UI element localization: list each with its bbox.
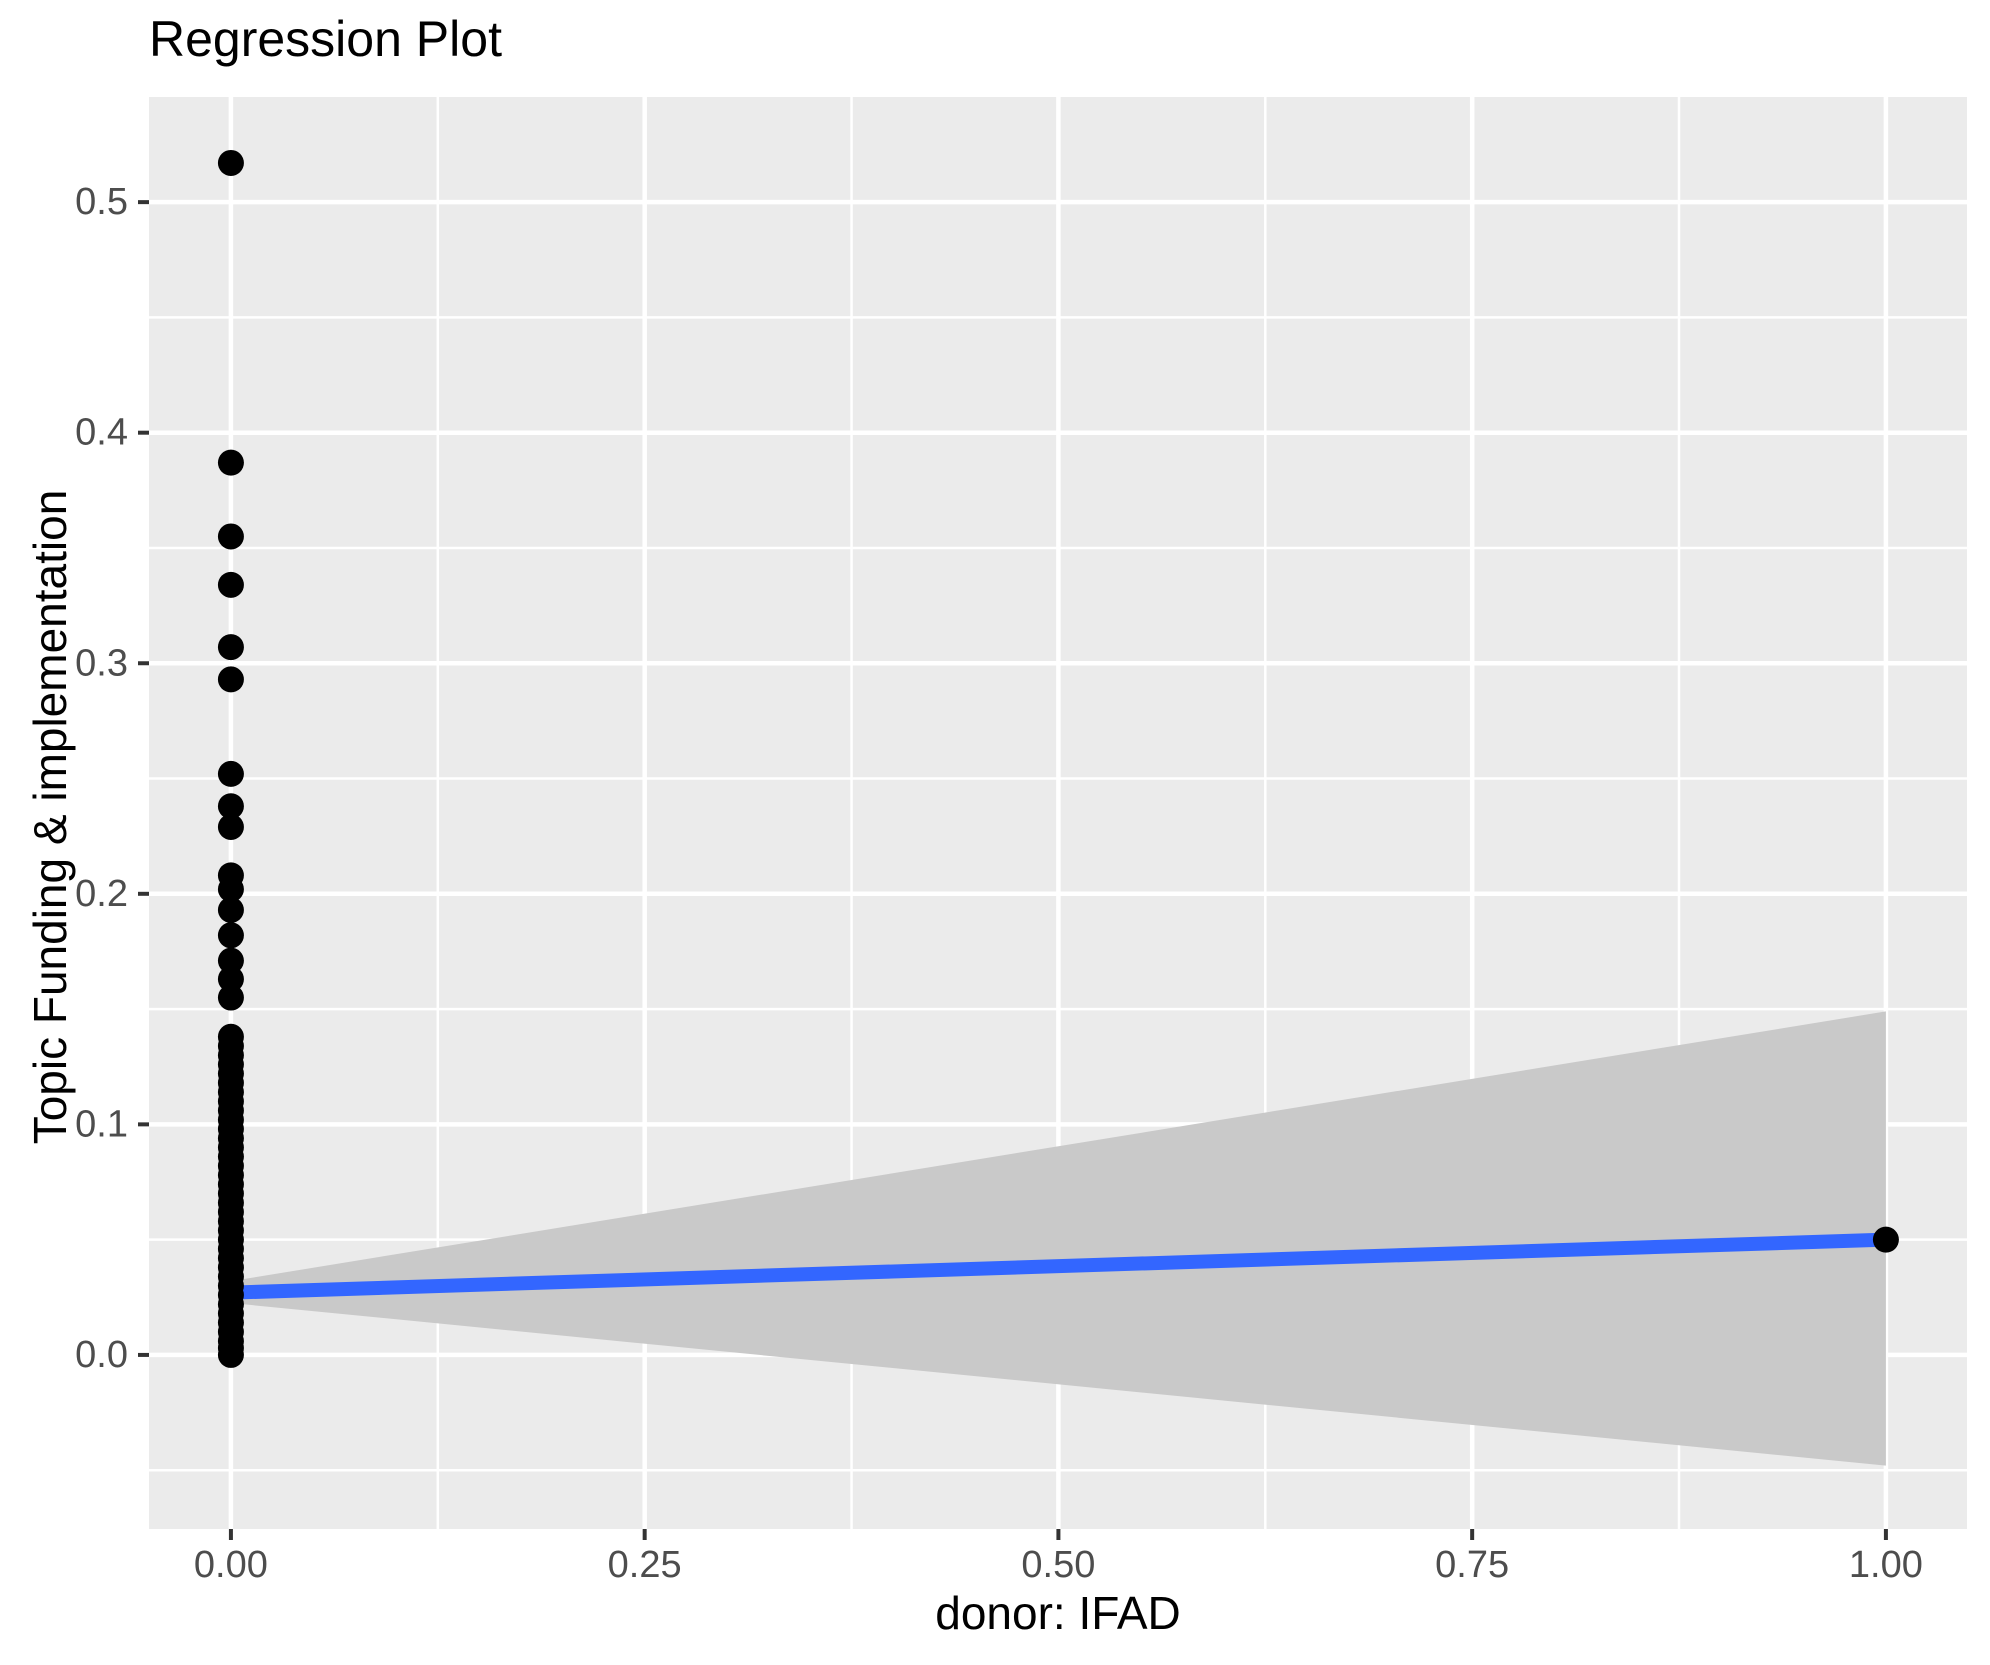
data-point: [217, 523, 244, 550]
x-tick-label: 0.25: [608, 1544, 682, 1586]
data-point: [217, 449, 244, 476]
data-point: [217, 1341, 244, 1368]
y-axis-title: Topic Funding & implementation: [24, 489, 76, 1145]
x-tick-label: 0.75: [1435, 1544, 1509, 1586]
data-point: [217, 966, 244, 993]
x-axis-title: donor: IFAD: [935, 1587, 1181, 1639]
y-tick-label: 0.4: [75, 412, 128, 454]
data-point: [217, 922, 244, 949]
y-tick-label: 0.5: [75, 181, 128, 223]
data-point: [217, 571, 244, 598]
data-point: [217, 896, 244, 923]
data-point: [217, 760, 244, 787]
x-tick-label: 1.00: [1849, 1544, 1923, 1586]
y-tick-label: 0.1: [75, 1103, 128, 1145]
data-point: [217, 149, 244, 176]
data-point: [217, 876, 244, 903]
regression-line: [230, 1232, 1887, 1300]
data-point: [217, 793, 244, 820]
data-point: [217, 984, 244, 1011]
x-tick-label: 0.50: [1021, 1544, 1095, 1586]
y-tick-label: 0.3: [75, 642, 128, 684]
x-tick-label: 0.00: [194, 1544, 268, 1586]
y-tick-label: 0.2: [75, 873, 128, 915]
data-point: [217, 947, 244, 974]
plot-title: Regression Plot: [149, 11, 502, 67]
data-point: [217, 634, 244, 661]
data-point: [217, 666, 244, 693]
confidence-band: [230, 1011, 1886, 1466]
data-point: [1872, 1226, 1899, 1253]
data-point: [217, 813, 244, 840]
y-tick-label: 0.0: [75, 1334, 128, 1376]
